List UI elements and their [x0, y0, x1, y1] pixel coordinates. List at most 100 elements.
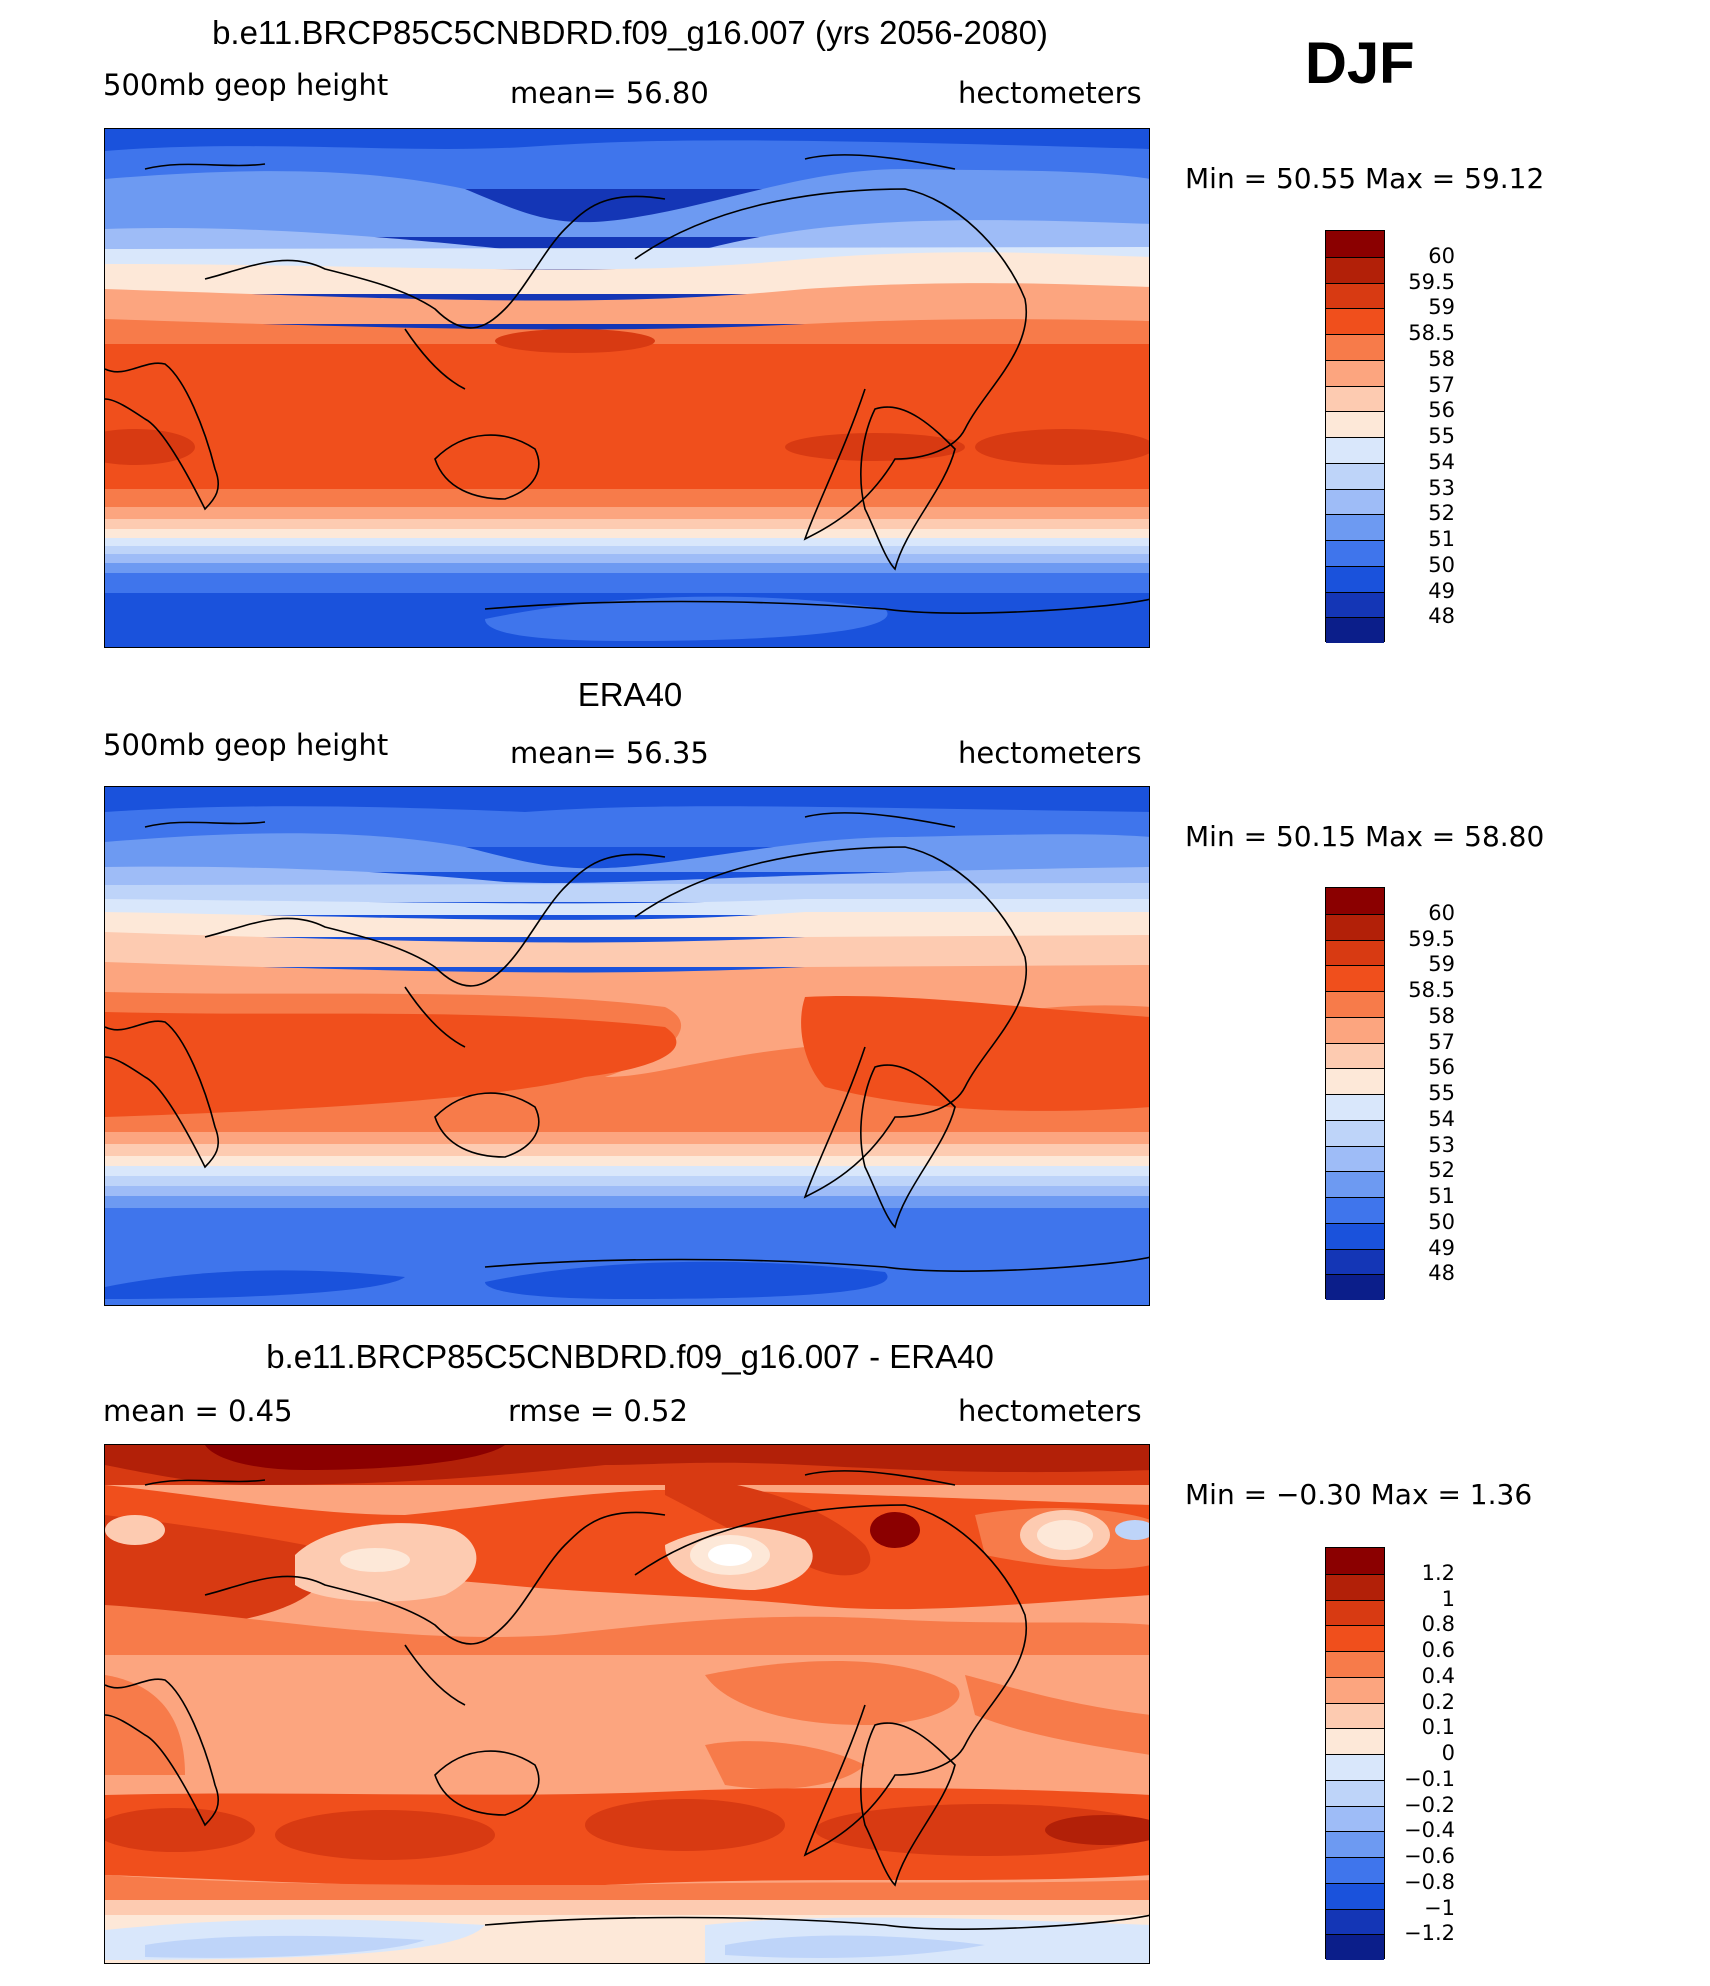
colorbar-swatch [1326, 1274, 1384, 1300]
colorbar-swatch [1326, 1676, 1384, 1703]
colorbar-swatch [1326, 1145, 1384, 1172]
colorbar-tick-label: 58.5 [1408, 321, 1455, 345]
colorbar-tick-label: 52 [1428, 501, 1455, 526]
panel-2-colorbar [1325, 887, 1385, 1300]
panel-2-title: ERA40 [577, 676, 683, 713]
colorbar-tick-label: −1 [1424, 1895, 1455, 1920]
panel-2-contour-map [105, 787, 1149, 1305]
colorbar-swatch [1326, 1016, 1384, 1043]
panel-2-mean-label: mean= 56.35 [510, 736, 709, 770]
colorbar-swatch [1326, 1882, 1384, 1909]
colorbar-swatch [1326, 913, 1384, 940]
colorbar-tick-label: 59.5 [1408, 269, 1455, 294]
colorbar-tick-label: 0 [1441, 1741, 1455, 1765]
panel-1-title: b.e11.BRCP85C5CNBDRD.f09_g16.007 (yrs 20… [212, 14, 1048, 51]
colorbar-swatch [1326, 1857, 1384, 1883]
colorbar-tick-label: 0.1 [1421, 1715, 1455, 1740]
colorbar-swatch [1326, 1779, 1384, 1806]
colorbar-swatch [1326, 462, 1384, 489]
panel-1-mean-label: mean= 56.80 [510, 76, 709, 110]
colorbar-tick-label: 53 [1428, 1132, 1455, 1157]
colorbar-swatch [1326, 256, 1384, 283]
panel-1-minmax-label: Min = 50.55 Max = 59.12 [1185, 162, 1545, 195]
colorbar-tick-label: 57 [1428, 1029, 1455, 1054]
colorbar-swatch [1326, 1573, 1384, 1600]
panel-3-title: b.e11.BRCP85C5CNBDRD.f09_g16.007 - ERA40 [266, 1338, 994, 1375]
colorbar-tick-label: 59 [1428, 295, 1455, 320]
panel-2-units-label: hectometers [958, 736, 1142, 770]
colorbar-swatch [1326, 565, 1384, 592]
colorbar-swatch [1326, 385, 1384, 412]
colorbar-tick-label: 0.2 [1421, 1689, 1455, 1714]
colorbar-tick-label: −0.2 [1404, 1792, 1455, 1817]
colorbar-swatch [1326, 488, 1384, 515]
colorbar-swatch [1326, 437, 1384, 463]
colorbar-swatch [1326, 991, 1384, 1017]
panel-3-map [104, 1444, 1150, 1964]
colorbar-tick-label: 0.6 [1421, 1638, 1455, 1662]
colorbar-swatch [1326, 1094, 1384, 1120]
colorbar-swatch [1326, 1548, 1384, 1574]
colorbar-tick-label: 60 [1428, 900, 1455, 925]
colorbar-tick-label: −0.6 [1404, 1844, 1455, 1868]
colorbar-tick-label: 54 [1428, 1106, 1455, 1131]
panel-1-colorbar [1325, 230, 1385, 643]
colorbar-swatch [1326, 1625, 1384, 1651]
colorbar-tick-label: −1.2 [1404, 1921, 1455, 1946]
season-label: DJF [1305, 31, 1415, 96]
colorbar-swatch [1326, 1805, 1384, 1832]
colorbar-tick-label: 54 [1428, 449, 1455, 474]
colorbar-swatch [1326, 965, 1384, 991]
colorbar-tick-label: 58 [1428, 346, 1455, 371]
colorbar-tick-label: 55 [1428, 1081, 1455, 1105]
colorbar-tick-label: 58 [1428, 1003, 1455, 1028]
colorbar-swatch [1326, 939, 1384, 966]
colorbar-swatch [1326, 282, 1384, 309]
colorbar-tick-label: 57 [1428, 372, 1455, 397]
colorbar-swatch [1326, 1651, 1384, 1677]
colorbar-swatch [1326, 1908, 1384, 1935]
colorbar-tick-label: 48 [1428, 1261, 1455, 1286]
colorbar-swatch [1326, 1934, 1384, 1960]
colorbar-tick-label: 48 [1428, 604, 1455, 629]
colorbar-swatch [1326, 617, 1384, 643]
panel-2-map [104, 786, 1150, 1306]
colorbar-tick-label: 58.5 [1408, 978, 1455, 1002]
colorbar-tick-label: 50 [1428, 552, 1455, 577]
panel-3-mean-label: mean = 0.45 [103, 1394, 293, 1428]
colorbar-tick-label: 50 [1428, 1209, 1455, 1234]
colorbar-tick-label: 53 [1428, 475, 1455, 500]
panel-3-minmax-label: Min = −0.30 Max = 1.36 [1185, 1478, 1533, 1511]
colorbar-tick-label: 59.5 [1408, 926, 1455, 951]
colorbar-swatch [1326, 888, 1384, 914]
panel-3-units-label: hectometers [958, 1394, 1142, 1428]
colorbar-tick-label: 49 [1428, 578, 1455, 603]
colorbar-swatch [1326, 1754, 1384, 1780]
colorbar-tick-label: 52 [1428, 1158, 1455, 1183]
colorbar-swatch [1326, 1599, 1384, 1626]
colorbar-swatch [1326, 591, 1384, 618]
panel-2-variable-label: 500mb geop height [103, 728, 389, 762]
colorbar-swatch [1326, 514, 1384, 540]
panel-1-units-label: hectometers [958, 76, 1142, 110]
colorbar-tick-label: 55 [1428, 424, 1455, 448]
colorbar-tick-label: −0.1 [1404, 1766, 1455, 1791]
colorbar-swatch [1326, 1068, 1384, 1094]
colorbar-swatch [1326, 1171, 1384, 1197]
colorbar-tick-label: 56 [1428, 1055, 1455, 1080]
colorbar-tick-label: −0.4 [1404, 1818, 1455, 1843]
panel-1-map [104, 128, 1150, 648]
colorbar-swatch [1326, 1197, 1384, 1223]
colorbar-tick-label: 49 [1428, 1235, 1455, 1260]
panel-1-variable-label: 500mb geop height [103, 68, 389, 102]
colorbar-tick-label: 51 [1428, 527, 1455, 551]
colorbar-swatch [1326, 411, 1384, 437]
colorbar-swatch [1326, 1222, 1384, 1249]
colorbar-tick-label: −0.8 [1404, 1869, 1455, 1894]
panel-3-contour-map [105, 1445, 1149, 1963]
colorbar-tick-label: 1.2 [1421, 1560, 1455, 1585]
colorbar-swatch [1326, 1042, 1384, 1069]
panel-3-rmse-label: rmse = 0.52 [508, 1394, 688, 1428]
panel-3-colorbar [1325, 1547, 1385, 1960]
colorbar-swatch [1326, 1702, 1384, 1729]
